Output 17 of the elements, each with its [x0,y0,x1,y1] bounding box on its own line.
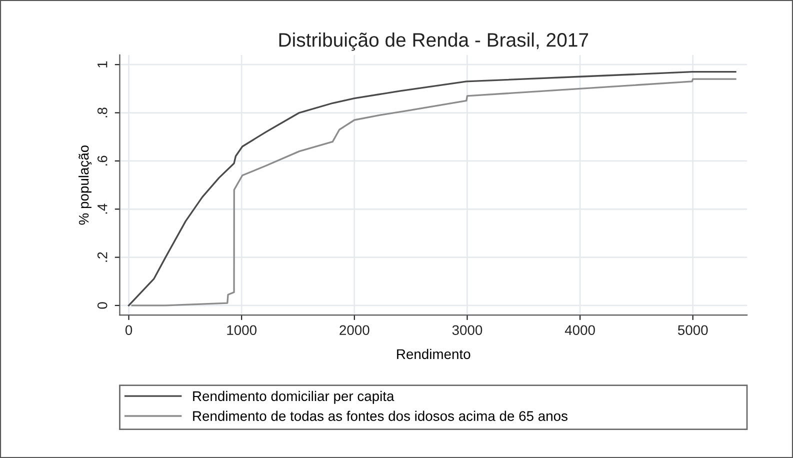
y-tick-label: .8 [97,108,108,118]
x-tick-label: 0 [125,325,132,336]
x-tick-label: 5000 [678,325,708,336]
y-tick-label: .2 [97,252,108,262]
y-axis-title: % população [78,145,92,225]
y-tick-label: 0 [97,302,108,309]
y-tick-label: 1 [98,61,108,68]
y-tick-label: .6 [97,156,108,166]
x-tick-label: 2000 [340,325,370,336]
chart-title: Distribuição de Renda - Brasil, 2017 [279,32,588,51]
y-tick-label: .4 [98,204,108,214]
x-tick-label: 4000 [564,325,595,336]
x-tick-label: 3000 [452,325,482,336]
x-tick-label: 1000 [227,325,256,336]
legend-label: Rendimento de todas as fontes dos idosos acima de 65 anos [193,410,568,421]
legend-label: Rendimento domiciliar per capita [193,390,394,404]
x-axis-title: Rendimento [397,348,470,360]
